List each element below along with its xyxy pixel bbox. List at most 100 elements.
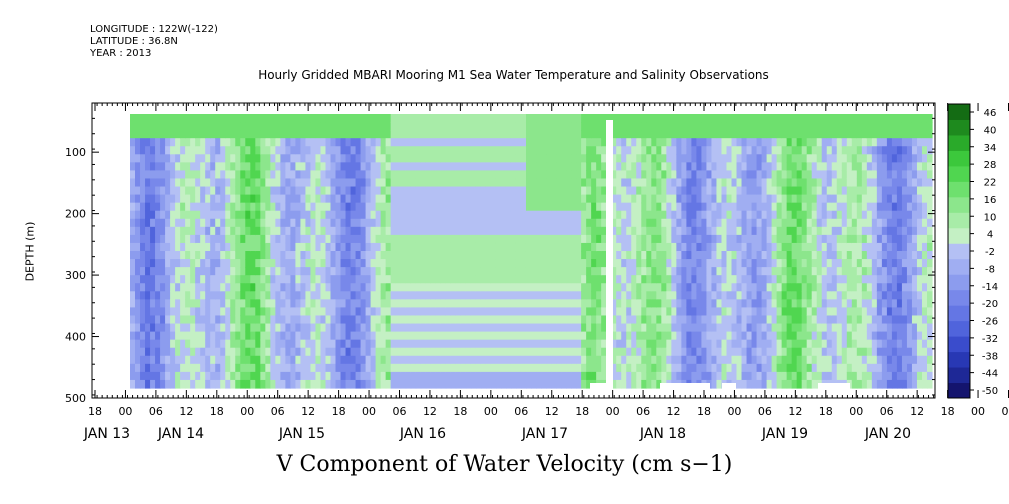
heatmap-cell: [330, 307, 337, 317]
heatmap-cell: [616, 170, 622, 180]
heatmap-cell: [806, 339, 813, 349]
heatmap-cell: [671, 162, 677, 172]
heatmap-cell: [510, 363, 517, 373]
heatmap-cell: [556, 234, 562, 244]
heatmap-cell: [370, 146, 377, 155]
heatmap-cell: [671, 210, 677, 220]
heatmap-cell: [531, 114, 537, 123]
heatmap-cell: [686, 178, 692, 188]
heatmap-cell: [791, 210, 798, 220]
heatmap-cell: [470, 114, 477, 123]
heatmap-cell: [751, 379, 758, 389]
heatmap-cell: [320, 154, 327, 163]
heatmap-cell: [295, 218, 302, 228]
heatmap-cell: [731, 355, 738, 365]
heatmap-cell: [741, 267, 748, 276]
heatmap-cell: [185, 186, 191, 196]
heatmap-cell: [816, 315, 823, 325]
heatmap-cell: [480, 202, 487, 212]
heatmap-cell: [150, 307, 156, 317]
heatmap-cell: [551, 363, 557, 373]
heatmap-cell: [631, 251, 637, 260]
heatmap-cell: [260, 339, 266, 349]
heatmap-cell: [621, 371, 627, 381]
heatmap-cell: [450, 130, 457, 139]
heatmap-cell: [851, 339, 858, 349]
heatmap-cell: [345, 307, 352, 317]
heatmap-cell: [235, 251, 241, 260]
heatmap-cell: [390, 234, 397, 244]
heatmap-cell: [651, 339, 657, 349]
heatmap-cell: [616, 234, 622, 244]
heatmap-cell: [696, 154, 703, 163]
heatmap-cell: [706, 146, 713, 155]
heatmap-cell: [781, 202, 788, 212]
heatmap-cell: [541, 146, 547, 155]
heatmap-cell: [380, 363, 387, 373]
heatmap-cell: [485, 379, 492, 389]
heatmap-cell: [130, 355, 136, 365]
heatmap-cell: [731, 347, 738, 357]
heatmap-cell: [345, 275, 352, 284]
heatmap-cell: [651, 275, 657, 284]
heatmap-cell: [671, 234, 677, 244]
heatmap-cell: [355, 226, 362, 236]
heatmap-cell: [410, 267, 417, 276]
heatmap-cell: [686, 202, 692, 212]
heatmap-cell: [330, 242, 337, 252]
heatmap-cell: [390, 331, 397, 341]
heatmap-cell: [861, 307, 868, 317]
heatmap-cell: [300, 291, 307, 300]
heatmap-cell: [641, 379, 647, 389]
heatmap-cell: [736, 371, 743, 381]
heatmap-cell: [230, 251, 236, 260]
heatmap-cell: [275, 186, 281, 196]
heatmap-cell: [340, 154, 347, 163]
heatmap-cell: [340, 355, 347, 365]
heatmap-cell: [691, 315, 698, 325]
heatmap-cell: [325, 283, 332, 292]
heatmap-cell: [295, 138, 302, 147]
heatmap-cell: [340, 267, 347, 276]
heatmap-cell: [731, 138, 738, 147]
heatmap-cell: [525, 371, 532, 381]
heatmap-cell: [445, 138, 452, 147]
heatmap-cell: [581, 315, 587, 325]
heatmap-cell: [150, 331, 156, 341]
heatmap-cell: [235, 218, 241, 228]
heatmap-cell: [290, 202, 297, 212]
heatmap-cell: [636, 259, 642, 268]
heatmap-cell: [325, 307, 332, 317]
heatmap-cell: [400, 202, 407, 212]
heatmap-cell: [260, 251, 266, 260]
heatmap-cell: [616, 379, 622, 389]
heatmap-cell: [846, 122, 853, 131]
heatmap-cell: [310, 114, 317, 123]
heatmap-cell: [410, 339, 417, 349]
heatmap-cell: [255, 371, 261, 381]
heatmap-cell: [440, 202, 447, 212]
heatmap-cell: [340, 242, 347, 252]
heatmap-cell: [736, 114, 743, 123]
heatmap-cell: [320, 114, 327, 123]
heatmap-cell: [500, 307, 507, 317]
heatmap-cell: [425, 251, 432, 260]
heatmap-cell: [265, 259, 271, 268]
heatmap-cell: [315, 267, 322, 276]
heatmap-cell: [375, 331, 382, 341]
heatmap-cell: [811, 347, 818, 357]
heatmap-cell: [240, 307, 246, 317]
heatmap-cell: [215, 178, 221, 188]
heatmap-cell: [395, 178, 402, 188]
heatmap-cell: [706, 138, 713, 147]
heatmap-cell: [816, 347, 823, 357]
heatmap-cell: [651, 178, 657, 188]
heatmap-cell: [300, 299, 307, 309]
heatmap-cell: [626, 242, 632, 252]
heatmap-cell: [300, 234, 307, 244]
heatmap-cell: [586, 331, 592, 341]
heatmap-cell: [415, 363, 422, 373]
heatmap-cell: [681, 259, 687, 268]
heatmap-cell: [195, 283, 201, 292]
heatmap-cell: [305, 210, 312, 220]
